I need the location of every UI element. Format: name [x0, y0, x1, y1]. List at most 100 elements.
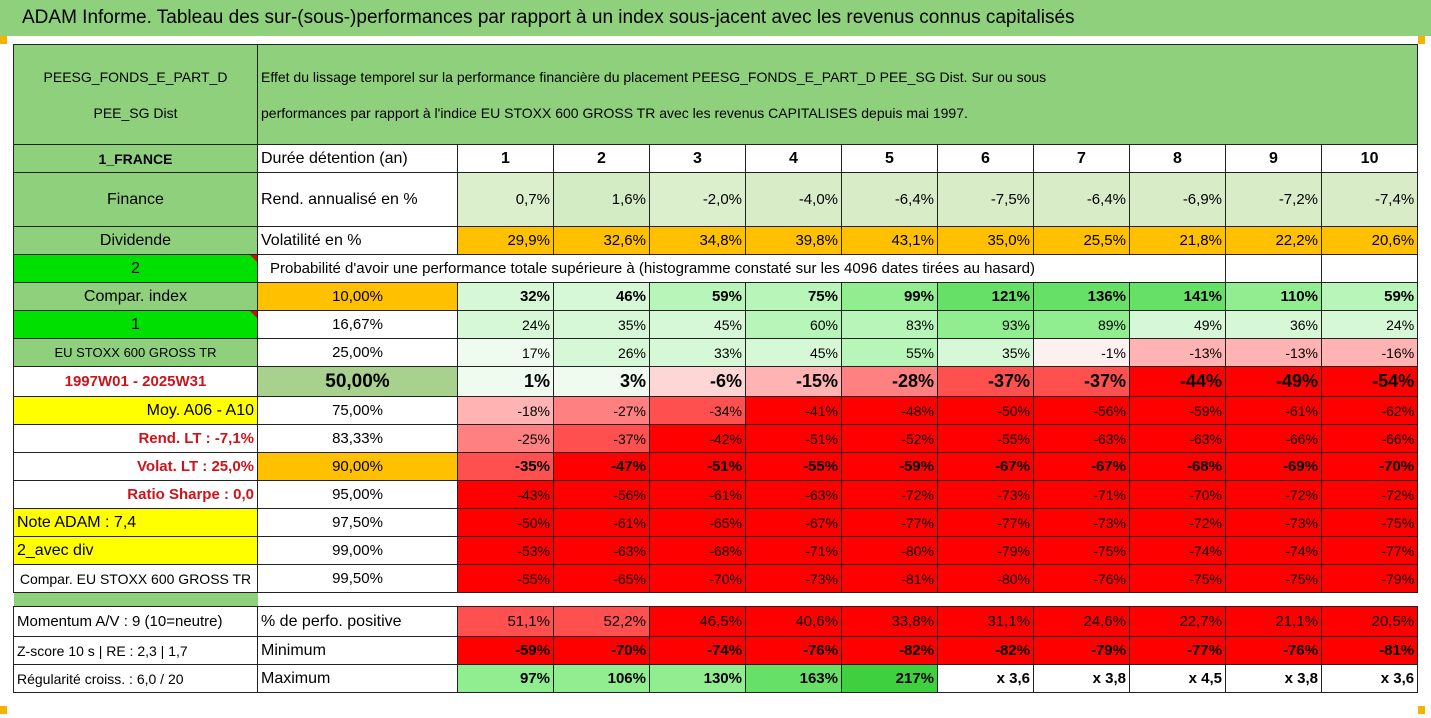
minimum-row: Z-score 10 s | RE : 2,3 | 1,7 Minimum -59%… [13, 636, 1419, 665]
probability-value: 141% [1129, 282, 1226, 311]
probability-value: -75% [1320, 508, 1419, 537]
row-label-compar-index: Compar. index [13, 282, 258, 311]
probability-value: -37% [937, 366, 1034, 397]
row-label-one: 1 [13, 310, 258, 339]
probability-value: -53% [457, 536, 554, 565]
row-label-rend-lt: Rend. LT : -7,1% [13, 424, 258, 453]
volatility-value: 34,8% [649, 226, 746, 255]
maximum-value: 163% [745, 664, 842, 693]
probability-value: -50% [457, 508, 554, 537]
probability-value: 45% [649, 310, 746, 339]
corner-marker [0, 706, 7, 714]
fund-name: PEESG_FONDS_E_PART_D PEE_SG Dist [13, 44, 258, 145]
probability-value: -61% [649, 480, 746, 509]
row-label-compar-eu: Compar. EU STOXX 600 GROSS TR [13, 564, 258, 593]
probability-value: 45% [745, 338, 842, 367]
probability-value: -77% [1320, 536, 1419, 565]
positive-perf-value: 46,5% [649, 606, 746, 637]
fund-name-line1: PEESG_FONDS_E_PART_D [43, 68, 228, 85]
annual-return-value: -6,9% [1129, 172, 1226, 227]
zscore-label: Z-score 10 s | RE : 2,3 | 1,7 [13, 636, 258, 665]
probability-value: -71% [745, 536, 842, 565]
probability-value: -68% [649, 536, 746, 565]
probability-row: EU STOXX 600 GROSS TR 25,00% 17% 26% 33% 45% 5… [13, 338, 1419, 367]
probability-value: -69% [1225, 452, 1322, 481]
probability-value: 59% [1320, 282, 1419, 311]
probability-value: -16% [1320, 338, 1419, 367]
probability-value: -61% [1225, 396, 1322, 425]
probability-value: -55% [937, 424, 1034, 453]
year-header: 8 [1129, 144, 1226, 173]
volatility-row: Dividende Volatilité en % 29,9% 32,6% 34,8% 3… [13, 226, 1419, 255]
probability-row: Ratio Sharpe : 0,0 95,00% -43% -56% -61% -63%… [13, 480, 1419, 509]
probability-value: -71% [1033, 480, 1130, 509]
year-header: 2 [553, 144, 650, 173]
probability-value: -50% [937, 396, 1034, 425]
probability-threshold: 25,00% [257, 338, 458, 367]
probability-value: -73% [745, 564, 842, 593]
probability-value: -80% [841, 536, 938, 565]
maximum-value: x 3,6 [937, 664, 1034, 693]
probability-value: -52% [841, 424, 938, 453]
spacer-row [13, 592, 1418, 607]
probability-value: 3% [553, 366, 650, 397]
probability-value: -74% [1129, 536, 1226, 565]
maximum-value: 106% [553, 664, 650, 693]
positive-perf-value: 20,5% [1320, 606, 1419, 637]
corner-marker [1418, 706, 1425, 714]
annual-return-value: -6,4% [1033, 172, 1130, 227]
probability-value: -47% [553, 452, 650, 481]
probability-value: -73% [1225, 508, 1322, 537]
positive-perf-value: 51,1% [457, 606, 554, 637]
corner-marker [0, 36, 7, 44]
probability-value: -62% [1320, 396, 1419, 425]
description-line1: Effet du lissage temporel sur la perform… [261, 68, 1047, 85]
probability-value: -49% [1225, 366, 1322, 397]
probability-value: -79% [1320, 564, 1419, 593]
probability-value: -81% [841, 564, 938, 593]
probability-threshold: 50,00% [257, 366, 458, 397]
minimum-value: -74% [649, 636, 746, 665]
year-header: 6 [937, 144, 1034, 173]
probability-value: -37% [553, 424, 650, 453]
maximum-value: 97% [457, 664, 554, 693]
probability-value: -55% [745, 452, 842, 481]
minimum-value: -82% [841, 636, 938, 665]
probability-value: -72% [841, 480, 938, 509]
probability-value: -56% [553, 480, 650, 509]
positive-perf-value: 52,2% [553, 606, 650, 637]
positive-perf-value: 33,8% [841, 606, 938, 637]
empty-cell [1320, 254, 1419, 283]
country-label: 1_FRANCE [13, 144, 258, 173]
year-header: 5 [841, 144, 938, 173]
probability-row: 1997W01 - 2025W31 50,00% 1% 3% -6% -15% -28% -3… [13, 366, 1419, 397]
probability-value: -63% [1033, 424, 1130, 453]
years-row: 1_FRANCE Durée détention (an) 1 2 3 4 5 6 7 8 9 10 [13, 144, 1419, 173]
probability-threshold: 97,50% [257, 508, 458, 537]
probability-value: -67% [745, 508, 842, 537]
probability-value: -77% [841, 508, 938, 537]
probability-value: -72% [1320, 480, 1419, 509]
maximum-value: 130% [649, 664, 746, 693]
positive-perf-label: % de perfo. positive [257, 606, 458, 637]
annual-return-value: 0,7% [457, 172, 554, 227]
probability-value: -6% [649, 366, 746, 397]
probability-value: -15% [745, 366, 842, 397]
probability-value: -70% [1320, 452, 1419, 481]
probability-value: 36% [1225, 310, 1322, 339]
probability-value: 110% [1225, 282, 1322, 311]
probability-threshold: 99,50% [257, 564, 458, 593]
probability-value: -51% [649, 452, 746, 481]
probability-value: -37% [1033, 366, 1130, 397]
probability-value: -74% [1225, 536, 1322, 565]
minimum-value: -81% [1320, 636, 1419, 665]
probability-row: Volat. LT : 25,0% 90,00% -35% -47% -51% -55% -… [13, 452, 1419, 481]
spacer-cell [1130, 593, 1226, 607]
spacer-cell [650, 593, 746, 607]
probability-value: 83% [841, 310, 938, 339]
maximum-value: x 3,8 [1225, 664, 1322, 693]
minimum-label: Minimum [257, 636, 458, 665]
maximum-row: Régularité croiss. : 6,0 / 20 Maximum 97% 1… [13, 664, 1419, 693]
corner-marker [1418, 36, 1425, 44]
probability-value: -75% [1225, 564, 1322, 593]
